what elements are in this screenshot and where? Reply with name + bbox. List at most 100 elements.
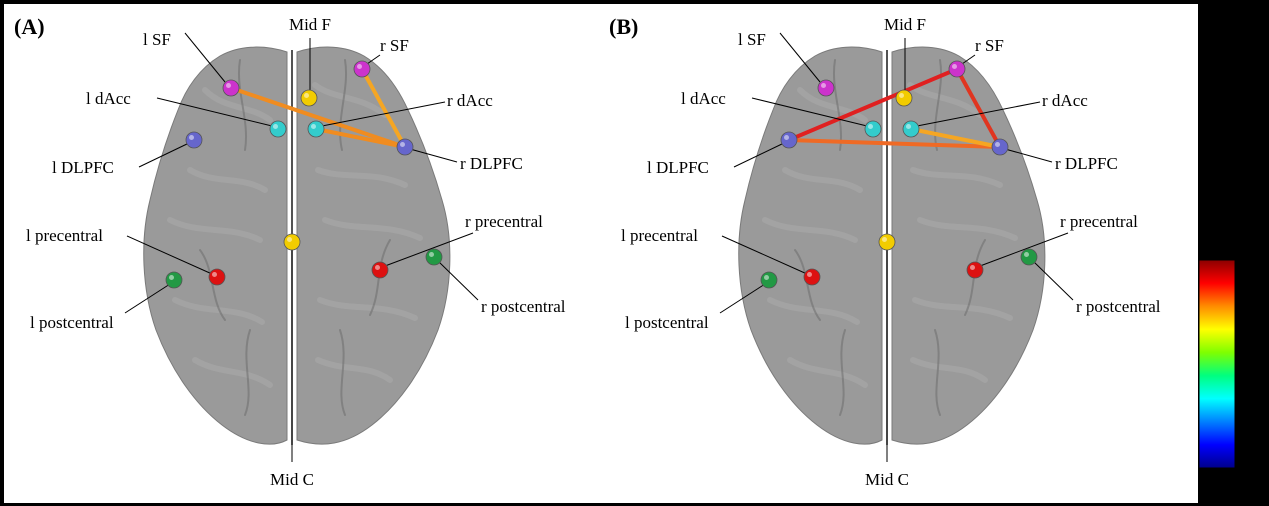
leader-line-lDLPFC <box>733 142 785 168</box>
gyrus-shading <box>312 82 388 118</box>
roi-node-rPostcentral <box>425 248 443 266</box>
roi-node-highlight <box>868 124 873 129</box>
roi-node-highlight <box>952 64 957 69</box>
roi-node-highlight <box>995 142 1000 147</box>
panel-a: l SF Mid F r SF l dAcc r dAcc l DLPFC r DLPFC l… <box>14 14 566 489</box>
roi-node-rPrecentral <box>371 261 389 279</box>
colorbar <box>1198 259 1236 469</box>
roi-node-highlight <box>899 93 904 98</box>
panel-letter: (A) <box>14 14 45 39</box>
connection-rdAcc-rDLPFC <box>314 127 407 149</box>
roi-label-rPrecentral: r precentral <box>1060 212 1138 231</box>
gyrus-shading <box>202 87 273 123</box>
roi-node-midC <box>283 233 301 251</box>
roi-node-highlight <box>226 83 231 88</box>
roi-node-highlight <box>906 124 911 129</box>
roi-label-lSF: l SF <box>143 30 171 49</box>
leader-line-lSF <box>184 32 226 83</box>
roi-label-rDLPFC: r DLPFC <box>1055 154 1118 173</box>
roi-node-rDLPFC <box>396 138 414 156</box>
leader-line-rPostcentral <box>1032 260 1074 301</box>
leader-line-rPostcentral <box>437 260 479 301</box>
roi-label-midF: Mid F <box>884 15 926 34</box>
roi-node-midF <box>300 89 318 107</box>
left-hemisphere <box>738 46 883 445</box>
leader-line-lPrecentral <box>721 235 808 275</box>
roi-node-lPrecentral <box>803 268 821 286</box>
roi-node-rdAcc <box>902 120 920 138</box>
roi-node-lSF <box>817 79 835 97</box>
connection-rSF-rDLPFC <box>360 67 407 149</box>
roi-node-highlight <box>970 265 975 270</box>
sulcus-line <box>244 329 251 416</box>
leader-line-ldAcc <box>751 97 868 127</box>
gyrus-shading <box>322 217 423 241</box>
roi-label-midC: Mid C <box>270 470 314 489</box>
connection-lDLPFC-rDLPFC <box>787 138 1002 149</box>
roi-node-highlight <box>1024 252 1029 257</box>
connection-lDLPFC-rSF <box>787 67 959 142</box>
roi-label-lDLPFC: l DLPFC <box>647 158 709 177</box>
leader-line-lPostcentral <box>719 283 766 314</box>
gyrus-shading <box>917 217 1018 241</box>
roi-node-highlight <box>357 64 362 69</box>
roi-node-midC <box>878 233 896 251</box>
roi-label-rDLPFC: r DLPFC <box>460 154 523 173</box>
roi-label-lDLPFC: l DLPFC <box>52 158 114 177</box>
roi-node-highlight <box>212 272 217 277</box>
sulcus-line <box>934 329 941 416</box>
gyrus-shading <box>187 167 268 193</box>
leader-line-rdAcc <box>321 101 446 127</box>
gyrus-shading <box>782 167 863 193</box>
roi-node-highlight <box>273 124 278 129</box>
connection-rdAcc-rDLPFC <box>909 127 1002 149</box>
roi-node-lDLPFC <box>780 131 798 149</box>
leader-line-rPrecentral <box>979 232 1069 267</box>
gyrus-shading <box>907 82 983 118</box>
connection-lSF-rDLPFC <box>229 86 407 149</box>
leader-line-lDLPFC <box>138 142 190 168</box>
roi-node-highlight <box>169 275 174 280</box>
sulcus-line <box>794 249 821 321</box>
gyrus-shading <box>762 217 858 243</box>
gyrus-shading <box>910 167 1003 188</box>
gyrus-shading <box>912 297 1013 321</box>
roi-node-highlight <box>189 135 194 140</box>
leader-line-rPrecentral <box>384 232 474 267</box>
roi-label-ldAcc: l dAcc <box>86 89 131 108</box>
gyrus-shading <box>797 87 868 123</box>
roi-node-lPrecentral <box>208 268 226 286</box>
roi-node-lPostcentral <box>165 271 183 289</box>
gyrus-shading <box>167 217 263 243</box>
leader-line-lPostcentral <box>124 283 171 314</box>
roi-node-midF <box>895 89 913 107</box>
roi-label-rSF: r SF <box>975 36 1004 55</box>
gyrus-shading <box>910 357 988 383</box>
roi-label-rdAcc: r dAcc <box>447 91 493 110</box>
roi-label-rPrecentral: r precentral <box>465 212 543 231</box>
panel-b: l SF Mid F r SF l dAcc r dAcc l DLPFC r DLPFC l… <box>609 14 1161 489</box>
roi-node-highlight <box>764 275 769 280</box>
leader-line-rdAcc <box>916 101 1041 127</box>
sulcus-line <box>934 59 942 151</box>
roi-node-rDLPFC <box>991 138 1009 156</box>
connection-rSF-rDLPFC <box>955 67 1002 149</box>
roi-label-midC: Mid C <box>865 470 909 489</box>
roi-label-lPrecentral: l precentral <box>26 226 103 245</box>
roi-label-rPostcentral: r postcentral <box>1076 297 1161 316</box>
gyrus-shading <box>315 167 408 188</box>
roi-node-highlight <box>882 237 887 242</box>
roi-label-rPostcentral: r postcentral <box>481 297 566 316</box>
roi-node-highlight <box>287 237 292 242</box>
roi-node-rSF <box>353 60 371 78</box>
roi-node-highlight <box>304 93 309 98</box>
roi-node-highlight <box>821 83 826 88</box>
roi-node-rdAcc <box>307 120 325 138</box>
leader-line-lSF <box>779 32 821 83</box>
gyrus-shading <box>787 357 868 388</box>
roi-node-highlight <box>375 265 380 270</box>
roi-label-rSF: r SF <box>380 36 409 55</box>
leader-line-rDLPFC <box>1004 148 1053 163</box>
roi-node-lDLPFC <box>185 131 203 149</box>
